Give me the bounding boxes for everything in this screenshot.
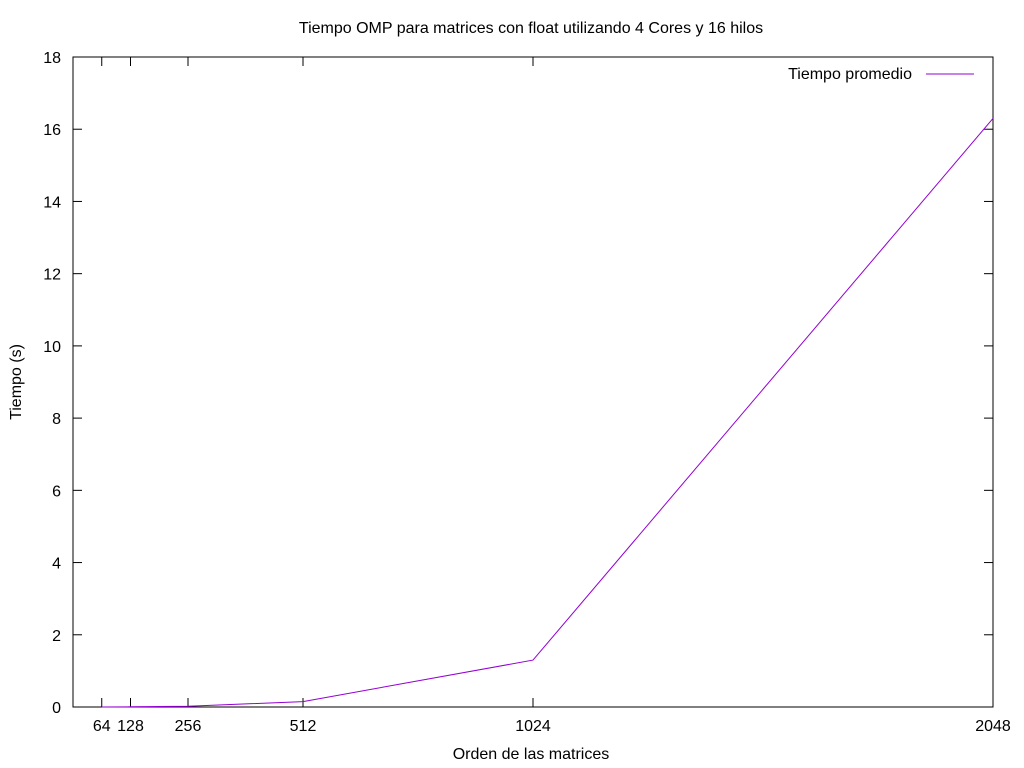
legend: Tiempo promedio (788, 66, 974, 83)
y-tick-label: 18 (43, 50, 61, 67)
x-tick-label: 256 (175, 718, 202, 735)
x-tick-label: 64 (93, 718, 111, 735)
y-tick-label: 6 (52, 483, 61, 500)
y-tick-label: 14 (43, 194, 61, 211)
series-line (101, 118, 994, 708)
x-tick-label: 1024 (515, 718, 551, 735)
y-tick-label: 8 (52, 411, 61, 428)
y-tick-label: 16 (43, 122, 61, 139)
chart-title: Tiempo OMP para matrices con float utili… (299, 20, 763, 37)
x-tick-label: 2048 (975, 718, 1011, 735)
y-tick-label: 0 (52, 700, 61, 717)
series-layer (101, 118, 994, 708)
plot-frame (72, 56, 994, 708)
y-axis-label: Tiempo (s) (8, 344, 25, 420)
y-tick-label: 4 (52, 556, 61, 573)
y-axis-ticks: 0 2 4 6 8 10 12 14 16 18 (43, 50, 993, 717)
y-tick-label: 2 (52, 628, 61, 645)
y-tick-label: 10 (43, 339, 61, 356)
x-tick-label: 512 (290, 718, 317, 735)
legend-label: Tiempo promedio (788, 66, 912, 83)
y-tick-label: 12 (43, 267, 61, 284)
x-tick-label: 128 (117, 718, 144, 735)
x-axis-label: Orden de las matrices (453, 746, 610, 763)
x-axis-ticks: 64 128 256 512 1024 2048 (93, 57, 1011, 735)
